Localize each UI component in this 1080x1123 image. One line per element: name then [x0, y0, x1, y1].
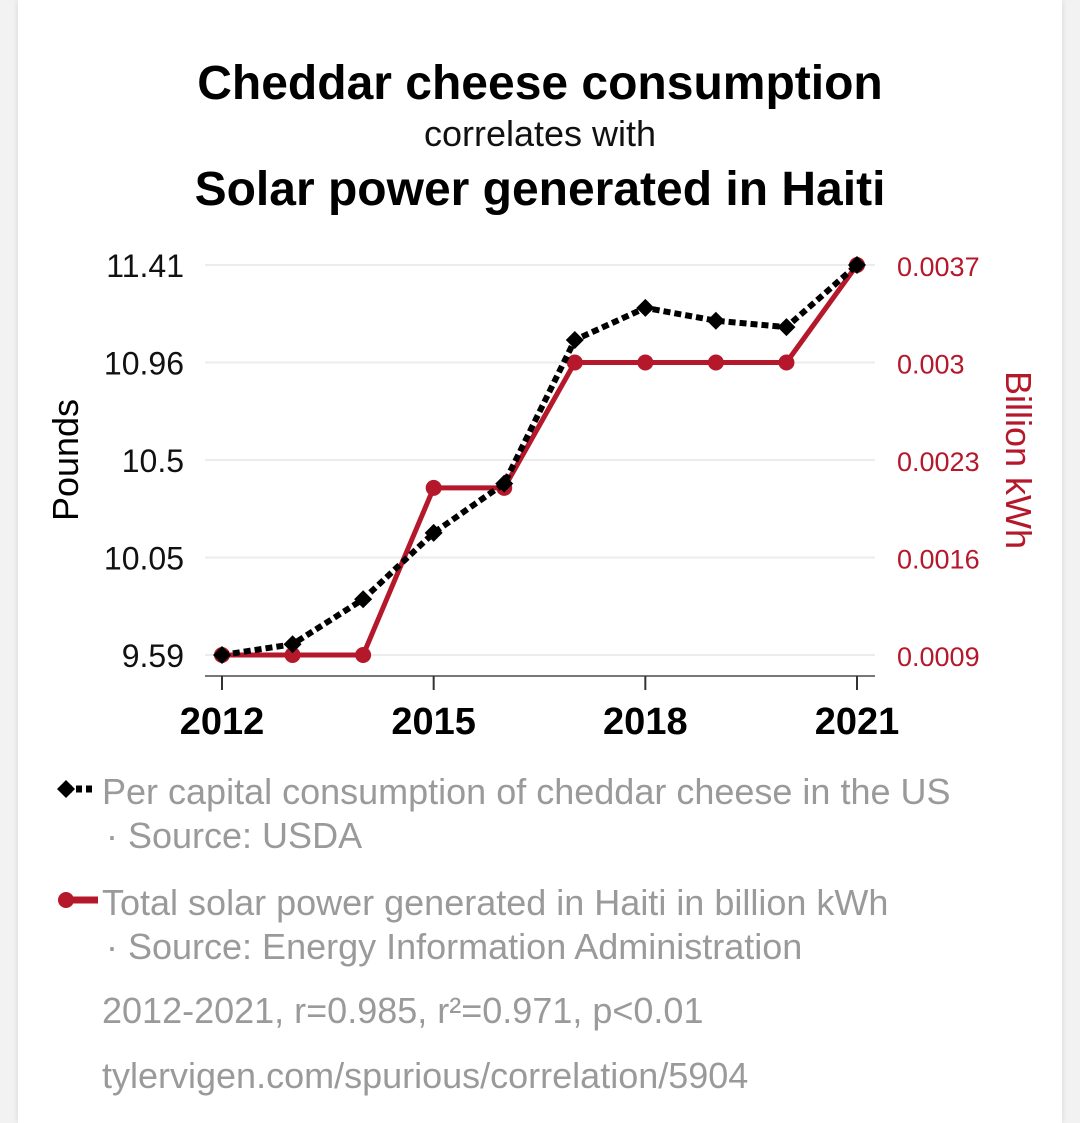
- correlation-stats: 2012-2021, r=0.985, r²=0.971, p<0.01: [102, 990, 704, 1031]
- y-left-tick-label: 9.59: [122, 638, 184, 674]
- series-cheddar-point: [706, 311, 725, 330]
- series-solar-point: [637, 354, 654, 371]
- x-tick-label: 2018: [603, 701, 688, 743]
- series-cheddar-point: [565, 331, 584, 349]
- legend-source-cheddar: · Source: USDA: [106, 815, 363, 856]
- legend-swatch-solar: [58, 892, 98, 908]
- series-cheddar-point: [636, 298, 655, 317]
- chart-title: Cheddar cheese consumption: [197, 57, 883, 110]
- series-cheddar-point: [283, 635, 302, 654]
- series-solar-point: [566, 354, 583, 371]
- legend-label-solar: Total solar power generated in Haiti in …: [102, 882, 889, 923]
- legend-item-solar: Total solar power generated in Haiti in …: [50, 881, 1010, 969]
- legend-item-cheddar: Per capital consumption of cheddar chees…: [50, 770, 1010, 858]
- y-left-tick-label: 10.05: [104, 541, 184, 577]
- x-tick-label: 2015: [391, 701, 476, 743]
- source-link[interactable]: tylervigen.com/spurious/correlation/5904: [102, 1055, 749, 1096]
- series-solar-point: [707, 354, 724, 371]
- y-left-tick-label: 11.41: [106, 248, 184, 284]
- y-right-tick-label: 0.003: [897, 350, 965, 380]
- chart-card: [18, 0, 1062, 1123]
- y-left-tick-label: 10.96: [104, 346, 184, 382]
- legend-label-cheddar: Per capital consumption of cheddar chees…: [102, 771, 951, 812]
- series-cheddar-line: [221, 262, 859, 658]
- x-tick-label: 2021: [815, 701, 900, 743]
- x-tick-label: 2012: [180, 701, 265, 743]
- series-cheddar-point: [424, 523, 443, 542]
- chart-title-secondary: Solar power generated in Haiti: [194, 163, 886, 216]
- series-cheddar-point: [848, 256, 866, 274]
- series-cheddar-point: [777, 318, 796, 337]
- y-left-tick-label: 10.5: [122, 443, 184, 479]
- series-solar-point: [355, 647, 372, 663]
- chart-subtitle: correlates with: [423, 113, 657, 154]
- y-right-tick-label: 0.0023: [897, 447, 980, 477]
- y-right-axis-label: Billion kWh: [998, 371, 1039, 549]
- y-right-tick-label: 0.0009: [897, 642, 980, 672]
- line-chart: 11.41 0.0037 10.96 0.003 10.5 0.0023 10.05 0.00…: [45, 248, 1039, 743]
- y-right-tick-label: 0.0037: [897, 252, 980, 282]
- series-solar-point: [425, 479, 442, 496]
- series-solar-point: [284, 647, 301, 663]
- legend-swatch-cheddar: [57, 780, 96, 798]
- legend-source-solar: · Source: Energy Information Administrat…: [106, 926, 803, 967]
- y-left-axis-label: Pounds: [45, 399, 86, 521]
- series-cheddar-point: [213, 646, 231, 664]
- chart-titles: Cheddar cheese consumption correlates wi…: [0, 56, 1080, 222]
- series-cheddar-point: [354, 590, 373, 609]
- series-solar-line: [222, 263, 860, 658]
- series-cheddar-point: [495, 474, 514, 493]
- series-solar-point: [778, 354, 795, 371]
- y-right-tick-label: 0.0016: [897, 545, 980, 575]
